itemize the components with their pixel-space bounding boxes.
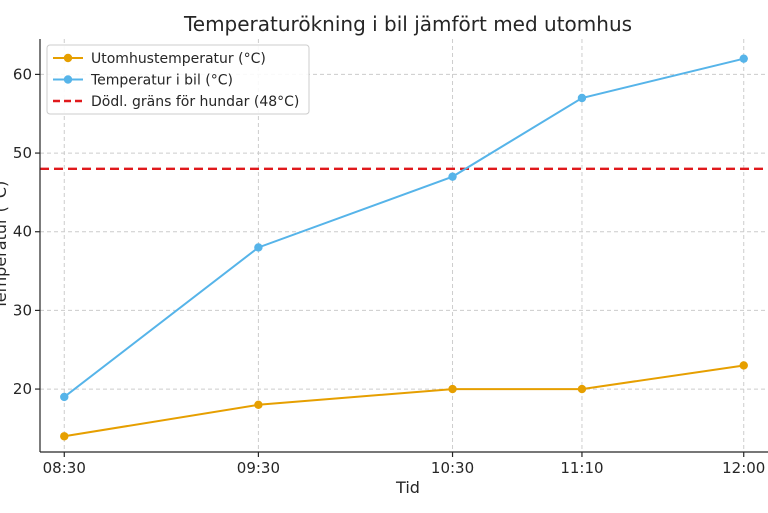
x-tick-label: 11:10 — [560, 459, 603, 477]
data-point — [577, 384, 587, 394]
x-tick-label: 12:00 — [722, 459, 765, 477]
legend-label: Utomhustemperatur (°C) — [91, 51, 266, 67]
legend-box — [46, 44, 310, 115]
y-tick-label: 20 — [13, 380, 32, 398]
data-point — [254, 400, 263, 409]
x-tick-label: 10:30 — [431, 459, 474, 477]
legend-marker — [63, 53, 73, 63]
data-point — [739, 361, 748, 370]
series-line-0 — [64, 364, 744, 438]
data-point — [254, 243, 263, 252]
y-axis-label: Temperatur (°C) — [0, 181, 10, 311]
legend-label: Dödl. gräns för hundar (48°C) — [91, 94, 299, 110]
x-tick-label: 08:30 — [43, 459, 86, 477]
data-point — [60, 432, 69, 441]
y-tick-label: 30 — [13, 301, 32, 319]
legend-marker — [63, 75, 73, 84]
data-point — [739, 54, 748, 63]
y-tick-label: 60 — [13, 65, 32, 83]
legend: Utomhustemperatur (°C) Temperatur i bil (… — [46, 44, 310, 115]
y-tick-label: 40 — [13, 223, 32, 241]
data-point — [60, 392, 69, 402]
x-tick-label: 09:30 — [237, 459, 280, 477]
series-group — [60, 54, 748, 441]
data-point — [577, 93, 587, 103]
y-tick-label: 50 — [13, 144, 32, 162]
chart-title: Temperaturökning i bil jämfört med utomh… — [183, 12, 632, 36]
axes — [35, 39, 768, 457]
data-point — [448, 384, 457, 394]
x-axis-label: Tid — [395, 478, 420, 497]
data-point — [448, 172, 457, 181]
legend-label: Temperatur i bil (°C) — [90, 73, 233, 89]
tick-labels: 08:30 09:30 10:30 11:10 12:00 20 30 40 50 60 — [13, 65, 765, 477]
